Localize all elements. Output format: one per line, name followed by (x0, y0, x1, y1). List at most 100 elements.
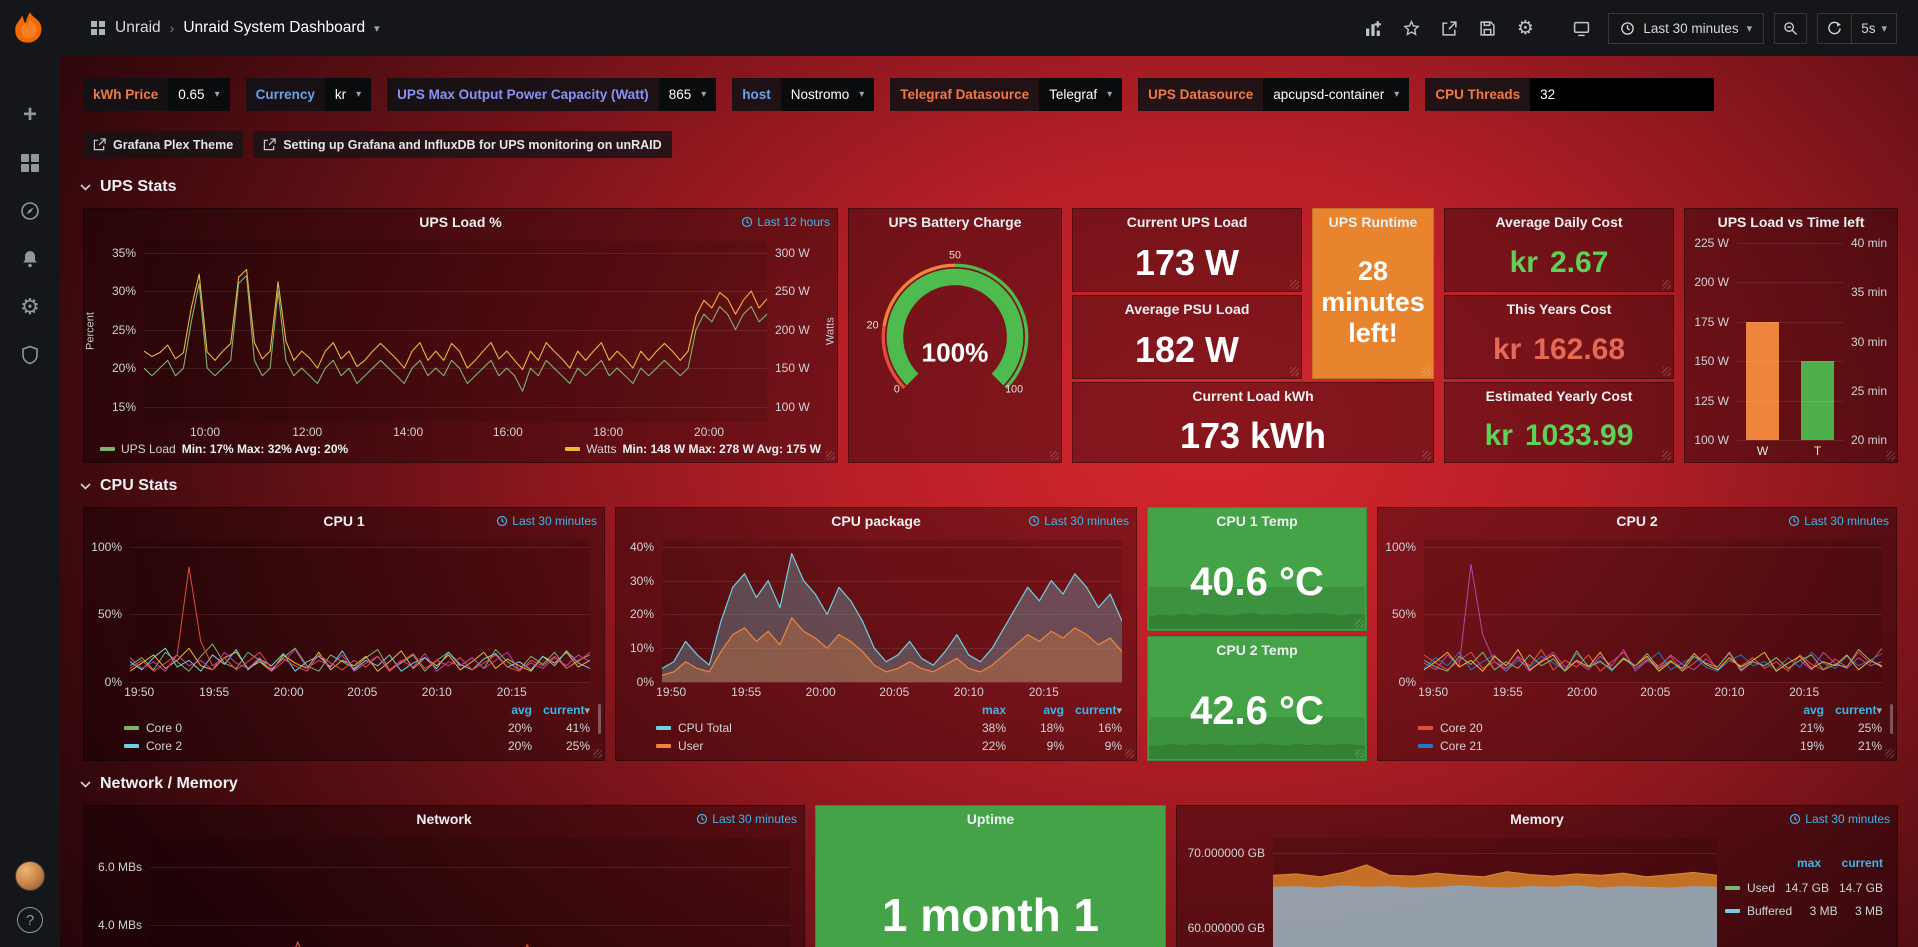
legend-sort-avg[interactable]: avg (511, 703, 532, 717)
plot-area[interactable] (1424, 540, 1882, 683)
panel-header[interactable]: CPU 1 Temp (1216, 513, 1298, 529)
sparkline (1149, 587, 1365, 629)
panel-header[interactable]: CPU package Last 30 minutes (831, 513, 1129, 529)
tv-kiosk-button[interactable] (1564, 11, 1598, 45)
panel-header[interactable]: This Years Cost (1506, 301, 1612, 317)
graph-legend: max avg current▾ CPU Total 38% 18% 16% U… (616, 700, 1136, 760)
alerting-bell-icon[interactable] (19, 248, 41, 270)
section-cpu-stats[interactable]: CPU Stats (80, 477, 1918, 495)
panel-header[interactable]: CPU 1 Last 30 minutes (323, 513, 597, 529)
panel-header[interactable]: Network Last 30 minutes (416, 811, 797, 827)
chevron-down-icon (80, 183, 91, 191)
add-panel-button[interactable] (1356, 11, 1390, 45)
variable-value-dropdown[interactable]: Nostromo ▾ (780, 78, 875, 111)
panel-average-psu-load: Average PSU Load 182 W (1072, 295, 1302, 379)
panel-current-load-kwh: Current Load kWh 173 kWh (1072, 382, 1434, 463)
bar-T[interactable] (1801, 361, 1834, 440)
legend-sort-current[interactable]: current▾ (1075, 703, 1122, 717)
variable-value-dropdown[interactable]: kr ▾ (324, 78, 372, 111)
panel-header[interactable]: UPS Battery Charge (888, 214, 1022, 230)
zoom-out-button[interactable] (1774, 12, 1808, 44)
variable-label: UPS Datasource (1138, 78, 1264, 111)
grafana-logo[interactable] (12, 10, 48, 46)
x-axis-labels: 19:50 19:55 20:00 20:05 20:10 20:15 (656, 685, 1059, 699)
panel-this-years-cost: This Years Cost kr 162.68 (1444, 295, 1674, 379)
panel-header[interactable]: UPS Load % Last 12 hours (419, 214, 830, 230)
explore-compass-icon[interactable] (19, 200, 41, 222)
legend-sort-current[interactable]: current▾ (1835, 703, 1882, 717)
user-avatar[interactable] (15, 861, 45, 891)
series-color-dash (100, 447, 115, 451)
create-plus-icon[interactable]: + (22, 101, 37, 128)
panel-header[interactable]: Memory Last 30 minutes (1510, 811, 1890, 827)
link-ups-monitoring-guide[interactable]: Setting up Grafana and InfluxDB for UPS … (253, 131, 672, 158)
save-button[interactable] (1470, 11, 1504, 45)
variable-value-dropdown[interactable]: Telegraf ▾ (1039, 78, 1123, 111)
bar-W[interactable] (1746, 321, 1779, 440)
panel-header[interactable]: CPU 2 Last 30 minutes (1616, 513, 1889, 529)
panel-header[interactable]: CPU 2 Temp (1216, 642, 1298, 658)
time-range-picker[interactable]: Last 30 minutes ▾ (1608, 12, 1765, 44)
breadcrumb-folder[interactable]: Unraid (115, 19, 161, 36)
gauge-max-label: 100 (1005, 383, 1023, 395)
legend-sort-current[interactable]: current▾ (543, 703, 590, 717)
link-grafana-plex-theme[interactable]: Grafana Plex Theme (83, 131, 244, 158)
legend-sort-current[interactable]: current (1841, 856, 1883, 870)
legend-series[interactable]: Used (1725, 881, 1775, 895)
legend-series[interactable]: Core 21 (1418, 739, 1766, 753)
legend-sort-avg[interactable]: avg (1043, 703, 1064, 717)
refresh-interval-dropdown[interactable]: 5s ▾ (1851, 13, 1896, 43)
panel-header[interactable]: Average PSU Load (1124, 301, 1250, 317)
legend-scrollbar[interactable] (1890, 704, 1893, 734)
settings-gear-icon[interactable]: ⚙ (1516, 17, 1534, 39)
plot-area[interactable] (150, 838, 790, 947)
series-color-dash (1725, 885, 1740, 890)
y-axis-labels: 100 W 125 W 150 W 175 W 200 W 225 W (1694, 236, 1729, 447)
variable-value-dropdown[interactable]: apcupsd-container ▾ (1263, 78, 1410, 111)
plot-area[interactable] (130, 540, 590, 683)
legend-sort-avg[interactable]: avg (1803, 703, 1824, 717)
panel-cpu-1: CPU 1 Last 30 minutes 0% 50% 100% 19:50 19:… (83, 507, 605, 761)
section-network-memory[interactable]: Network / Memory (80, 775, 1918, 793)
legend-series-watts[interactable]: Watts Min: 148 W Max: 278 W Avg: 175 W (565, 442, 821, 456)
breadcrumb-separator: › (169, 20, 175, 36)
variable-value-dropdown[interactable]: 865 ▾ (658, 78, 717, 111)
dashboards-icon[interactable] (19, 152, 41, 174)
panel-header[interactable]: UPS Load vs Time left (1717, 214, 1865, 230)
cpu-threads-input[interactable]: 32 (1530, 78, 1715, 111)
configuration-gear-icon[interactable]: ⚙ (20, 294, 40, 319)
panel-header[interactable]: UPS Runtime (1328, 214, 1418, 230)
panel-header[interactable]: Current UPS Load (1126, 214, 1248, 230)
panel-header[interactable]: Average Daily Cost (1495, 214, 1623, 230)
section-ups-stats[interactable]: UPS Stats (80, 178, 1918, 196)
breadcrumb[interactable]: Unraid › Unraid System Dashboard ▾ (90, 19, 380, 37)
share-button[interactable] (1432, 11, 1466, 45)
legend-series[interactable]: User (656, 739, 948, 753)
panel-header[interactable]: Uptime (966, 811, 1015, 827)
legend-series[interactable]: Core 20 (1418, 721, 1766, 735)
legend-series[interactable]: CPU Total (656, 721, 948, 735)
server-admin-shield-icon[interactable] (19, 344, 41, 366)
panel-header[interactable]: Estimated Yearly Cost (1485, 388, 1633, 404)
plot-area[interactable] (144, 241, 767, 422)
legend-series-ups-load[interactable]: UPS Load Min: 17% Max: 32% Avg: 20% (100, 442, 348, 456)
dashboard-title[interactable]: Unraid System Dashboard (183, 19, 366, 36)
legend-series[interactable]: Buffered (1725, 904, 1792, 918)
chevron-down-icon[interactable]: ▾ (374, 22, 380, 35)
bar-plot[interactable] (1737, 243, 1843, 441)
refresh-button[interactable] (1818, 14, 1851, 43)
legend-sort-max[interactable]: max (981, 703, 1006, 717)
legend-scrollbar[interactable] (598, 704, 601, 734)
star-button[interactable] (1394, 11, 1428, 45)
plot-area[interactable] (662, 540, 1122, 683)
ups-cost-stats: Average Daily Cost kr 2.67 This Years Cos… (1444, 208, 1674, 463)
legend-series[interactable]: Core 2 (124, 739, 474, 753)
help-icon[interactable]: ? (17, 907, 43, 933)
legend-series[interactable]: Core 0 (124, 721, 474, 735)
plot-area[interactable] (1273, 838, 1717, 947)
variable-value-dropdown[interactable]: 0.65 ▾ (168, 78, 230, 111)
variable-host: host Nostromo ▾ (732, 78, 875, 111)
legend-sort-max[interactable]: max (1796, 856, 1821, 870)
cpu-stats-row: CPU 1 Last 30 minutes 0% 50% 100% 19:50 19:… (83, 507, 1918, 761)
panel-header[interactable]: Current Load kWh (1192, 388, 1314, 404)
